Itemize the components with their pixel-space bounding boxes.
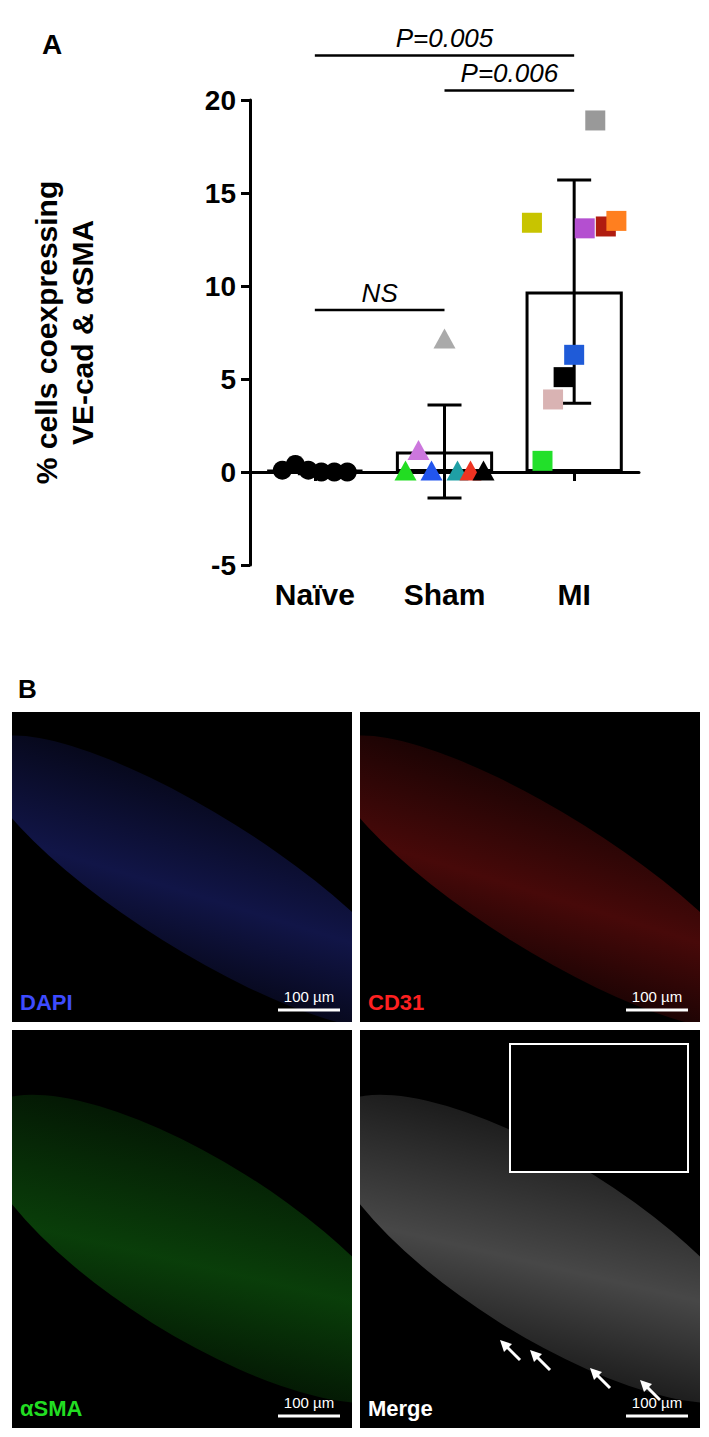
svg-text:MI: MI xyxy=(558,578,591,611)
svg-text:NS: NS xyxy=(362,278,399,308)
svg-text:100 µm: 100 µm xyxy=(632,988,682,1005)
svg-text:Sham: Sham xyxy=(404,578,486,611)
svg-text:Merge: Merge xyxy=(368,1396,433,1421)
svg-text:P=0.005: P=0.005 xyxy=(396,23,494,53)
svg-text:100 µm: 100 µm xyxy=(284,988,334,1005)
svg-text:% cells coexpressing: % cells coexpressing xyxy=(30,181,63,485)
svg-text:P=0.006: P=0.006 xyxy=(461,58,559,88)
svg-text:15: 15 xyxy=(205,178,236,209)
svg-text:5: 5 xyxy=(220,364,236,395)
svg-text:20: 20 xyxy=(205,85,236,116)
svg-text:100 µm: 100 µm xyxy=(284,1394,334,1411)
svg-text:B: B xyxy=(18,674,37,704)
svg-text:αSMA: αSMA xyxy=(20,1396,83,1421)
svg-text:CD31: CD31 xyxy=(368,990,424,1015)
svg-text:0: 0 xyxy=(220,457,236,488)
svg-text:-5: -5 xyxy=(211,550,236,581)
svg-text:DAPI: DAPI xyxy=(20,990,73,1015)
svg-text:Naïve: Naïve xyxy=(275,578,355,611)
svg-text:VE-cad & αSMA: VE-cad & αSMA xyxy=(66,220,99,445)
svg-text:100 µm: 100 µm xyxy=(632,1394,682,1411)
svg-text:A: A xyxy=(42,29,62,60)
svg-text:10: 10 xyxy=(205,271,236,302)
